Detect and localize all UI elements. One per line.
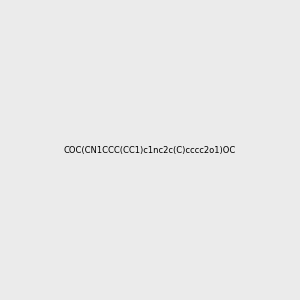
Text: COC(CN1CCC(CC1)c1nc2c(C)cccc2o1)OC: COC(CN1CCC(CC1)c1nc2c(C)cccc2o1)OC — [64, 146, 236, 154]
